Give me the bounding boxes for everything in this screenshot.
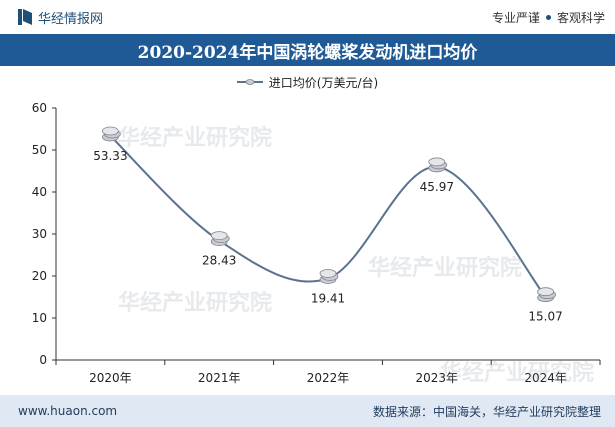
y-tick-label: 20 <box>32 269 47 283</box>
y-tick-label: 50 <box>32 143 47 157</box>
brand-logo-icon <box>18 9 32 25</box>
x-tick-label: 2021年 <box>198 371 241 385</box>
tagline: 专业严谨 客观科学 <box>492 9 605 26</box>
data-label: 53.33 <box>93 149 127 163</box>
x-tick-label: 2023年 <box>416 371 459 385</box>
footer: www.huaon.com 数据来源：中国海关，华经产业研究院整理 <box>0 395 615 427</box>
y-tick-label: 30 <box>32 227 47 241</box>
x-tick-label: 2020年 <box>89 371 132 385</box>
top-bar: 华经情报网 专业严谨 客观科学 <box>0 0 615 34</box>
separator-dot-icon <box>545 14 551 20</box>
line-chart: 0 10 20 30 40 50 60 2020年 2021年 2022年 2023年 2024年 53… <box>32 101 601 385</box>
brand[interactable]: 华经情报网 <box>18 8 103 27</box>
data-point-marker <box>102 126 121 142</box>
legend-label: 进口均价(万美元/台) <box>268 75 379 90</box>
y-tick-label: 10 <box>32 311 47 325</box>
y-tick-label: 0 <box>39 353 47 367</box>
data-point-marker <box>319 269 339 284</box>
data-label: 15.07 <box>528 310 562 324</box>
y-tick-label: 40 <box>32 185 47 199</box>
x-tick-label: 2022年 <box>307 371 350 385</box>
chart-legend: 进口均价(万美元/台) <box>0 72 615 92</box>
legend-line-icon <box>236 79 263 85</box>
y-tick-label: 60 <box>32 101 47 115</box>
x-tick-label: 2024年 <box>524 371 567 385</box>
data-point-marker <box>537 287 556 303</box>
chart-title: 2020-2024年中国涡轮螺桨发动机进口均价 <box>0 34 615 66</box>
data-point-marker <box>210 231 230 246</box>
tagline-right: 客观科学 <box>556 10 605 25</box>
data-point-marker <box>428 157 448 173</box>
tagline-left: 专业严谨 <box>491 10 540 25</box>
footer-source: 数据来源：中国海关，华经产业研究院整理 <box>372 404 601 419</box>
footer-website[interactable]: www.huaon.com <box>18 404 118 418</box>
brand-name: 华经情报网 <box>38 11 104 27</box>
data-label: 19.41 <box>311 291 345 305</box>
data-label: 45.97 <box>420 180 454 194</box>
data-label: 28.43 <box>202 254 236 268</box>
